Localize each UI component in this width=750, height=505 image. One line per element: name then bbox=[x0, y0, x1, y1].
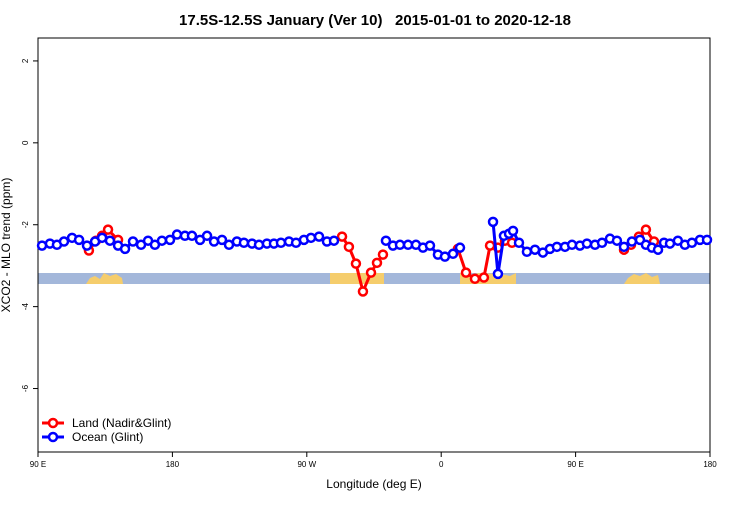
data-point bbox=[253, 239, 265, 251]
data-point bbox=[701, 234, 713, 246]
data-point bbox=[626, 236, 638, 247]
data-point bbox=[447, 248, 459, 260]
data-point bbox=[377, 249, 389, 260]
data-point bbox=[507, 225, 519, 237]
x-axis-label: Longitude (deg E) bbox=[326, 477, 421, 491]
land-strip bbox=[624, 273, 660, 284]
data-point bbox=[640, 224, 652, 235]
x-tick-label: 90 E bbox=[30, 460, 46, 469]
data-point bbox=[156, 235, 168, 246]
y-axis-label: XCO2 - MLO trend (ppm) bbox=[0, 178, 13, 313]
data-point bbox=[492, 268, 504, 280]
data-point bbox=[305, 232, 317, 244]
data-point bbox=[487, 216, 499, 228]
y-tick-label: 0 bbox=[21, 140, 30, 145]
legend: Land (Nadir&Glint)Ocean (Glint) bbox=[42, 416, 171, 444]
data-point bbox=[618, 241, 630, 253]
data-point bbox=[350, 258, 362, 269]
legend-marker bbox=[47, 417, 59, 429]
chart-title: 17.5S-12.5S January (Ver 10) 2015-01-01 … bbox=[179, 12, 571, 29]
data-point bbox=[275, 237, 287, 248]
data-point bbox=[596, 237, 608, 248]
legend-label: Ocean (Glint) bbox=[72, 430, 143, 444]
data-point bbox=[238, 237, 250, 248]
data-point bbox=[81, 240, 93, 251]
data-point bbox=[394, 239, 406, 251]
data-point bbox=[424, 240, 436, 251]
data-point bbox=[119, 243, 131, 255]
data-point bbox=[216, 234, 228, 246]
data-point bbox=[521, 246, 533, 258]
y-tick-label: 2 bbox=[21, 58, 30, 63]
x-tick-label: 0 bbox=[439, 460, 444, 469]
legend-marker bbox=[47, 431, 59, 443]
data-point bbox=[58, 236, 70, 247]
land-strip bbox=[86, 273, 123, 284]
x-tick-label: 180 bbox=[703, 460, 717, 469]
data-point bbox=[127, 236, 139, 247]
data-point bbox=[164, 234, 176, 246]
land-strip bbox=[330, 273, 384, 284]
data-point bbox=[357, 286, 369, 297]
data-point bbox=[652, 244, 664, 255]
data-point bbox=[104, 235, 116, 246]
y-tick-label: -2 bbox=[21, 221, 30, 229]
x-tick-label: 180 bbox=[166, 460, 180, 469]
data-point bbox=[328, 235, 340, 246]
data-point bbox=[469, 273, 481, 285]
y-tick-label: -4 bbox=[21, 303, 30, 311]
data-point bbox=[365, 267, 377, 278]
data-point bbox=[371, 257, 383, 269]
data-point bbox=[313, 231, 325, 242]
data-point bbox=[336, 231, 348, 242]
data-point bbox=[343, 241, 355, 253]
data-point bbox=[454, 242, 466, 253]
data-point bbox=[460, 267, 472, 278]
y-tick-label: -6 bbox=[21, 384, 30, 392]
data-point bbox=[551, 241, 563, 253]
data-point bbox=[380, 235, 392, 246]
x-tick-label: 90 W bbox=[297, 460, 316, 469]
data-point bbox=[478, 272, 490, 283]
data-point bbox=[186, 230, 198, 242]
data-point bbox=[439, 251, 451, 262]
data-point bbox=[73, 234, 85, 246]
legend-label: Land (Nadir&Glint) bbox=[72, 416, 171, 430]
data-point bbox=[201, 230, 213, 242]
data-point bbox=[686, 237, 698, 248]
data-point bbox=[611, 235, 623, 246]
data-point bbox=[171, 229, 183, 240]
data-point bbox=[513, 237, 525, 248]
x-tick-label: 90 E bbox=[567, 460, 583, 469]
series bbox=[36, 216, 713, 280]
data-point bbox=[581, 238, 593, 249]
data-point bbox=[102, 224, 114, 235]
